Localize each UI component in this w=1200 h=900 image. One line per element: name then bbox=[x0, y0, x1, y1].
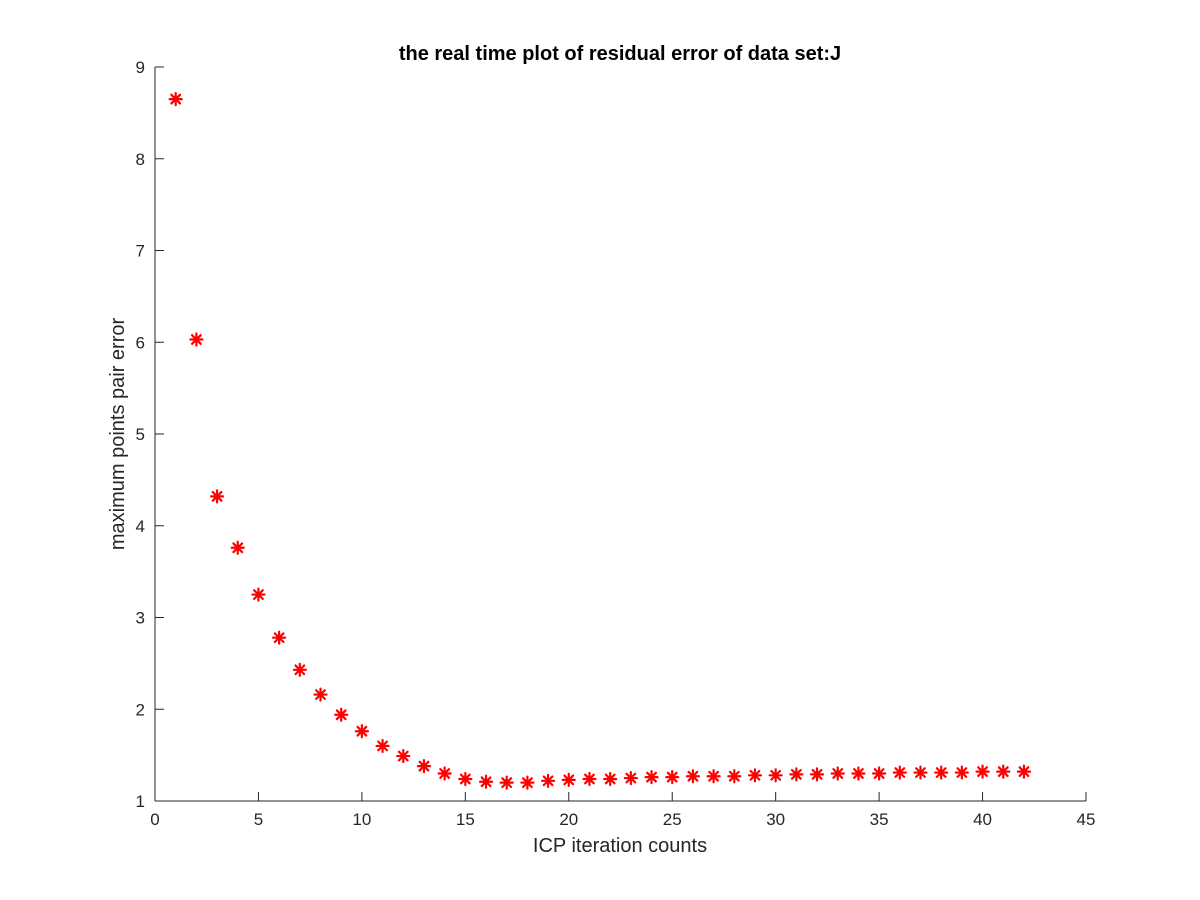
y-tick-label: 8 bbox=[136, 150, 145, 169]
data-point bbox=[892, 765, 907, 780]
y-tick-label: 5 bbox=[136, 425, 145, 444]
chart-title: the real time plot of residual error of … bbox=[399, 43, 841, 65]
x-tick-label: 40 bbox=[973, 810, 992, 829]
data-point bbox=[706, 769, 721, 784]
data-point bbox=[913, 765, 928, 780]
x-tick-label: 15 bbox=[456, 810, 475, 829]
data-point bbox=[1016, 764, 1032, 779]
data-point bbox=[789, 767, 804, 782]
data-point bbox=[189, 332, 204, 347]
data-point bbox=[478, 774, 494, 789]
data-point bbox=[851, 766, 866, 781]
data-points bbox=[168, 92, 1032, 790]
data-point bbox=[272, 630, 287, 645]
data-point bbox=[209, 489, 225, 504]
data-point bbox=[954, 765, 969, 780]
data-point bbox=[313, 687, 328, 702]
data-point bbox=[396, 748, 411, 764]
data-point bbox=[416, 759, 432, 774]
data-point bbox=[830, 766, 845, 781]
y-tick-label: 4 bbox=[136, 517, 145, 536]
data-point bbox=[623, 770, 638, 786]
x-tick-label: 5 bbox=[254, 810, 263, 829]
data-point bbox=[458, 771, 473, 787]
x-tick-label: 0 bbox=[150, 810, 159, 829]
data-point bbox=[603, 771, 618, 787]
x-axis-title: ICP iteration counts bbox=[533, 835, 707, 857]
data-point bbox=[747, 768, 763, 783]
x-tick-label: 20 bbox=[559, 810, 578, 829]
x-tick-label: 35 bbox=[870, 810, 889, 829]
data-point bbox=[499, 775, 514, 790]
data-point bbox=[168, 92, 183, 107]
data-point bbox=[334, 707, 349, 722]
data-point bbox=[292, 662, 307, 677]
x-tick-label: 45 bbox=[1077, 810, 1096, 829]
data-point bbox=[251, 587, 266, 602]
x-tick-label: 30 bbox=[766, 810, 785, 829]
data-point bbox=[375, 738, 390, 754]
data-point bbox=[996, 764, 1011, 779]
x-tick-label: 25 bbox=[663, 810, 682, 829]
data-point bbox=[872, 766, 887, 781]
y-tick-label: 9 bbox=[136, 58, 145, 77]
data-point bbox=[975, 764, 990, 779]
data-point bbox=[685, 769, 701, 784]
y-tick-label: 1 bbox=[136, 792, 145, 811]
y-tick-label: 3 bbox=[136, 609, 145, 628]
data-point bbox=[809, 767, 825, 782]
data-point bbox=[520, 775, 535, 790]
x-tick-label: 10 bbox=[352, 810, 371, 829]
y-tick-label: 7 bbox=[136, 242, 145, 261]
data-point bbox=[644, 770, 659, 785]
data-point bbox=[727, 769, 742, 784]
y-tick-label: 6 bbox=[136, 333, 145, 352]
y-axis-title: maximum points pair error bbox=[107, 318, 129, 551]
data-point bbox=[561, 772, 576, 787]
data-point bbox=[437, 766, 452, 781]
data-point bbox=[934, 765, 949, 780]
data-point bbox=[582, 771, 597, 787]
x-ticks: 0 5 10 15 20 25 30 35 40 45 bbox=[150, 792, 1095, 829]
data-point bbox=[540, 773, 556, 788]
data-point bbox=[665, 770, 680, 785]
data-point bbox=[230, 540, 245, 555]
y-ticks: 1 2 3 4 5 6 7 8 9 bbox=[136, 58, 164, 811]
data-point bbox=[768, 768, 783, 783]
data-point bbox=[354, 724, 369, 739]
y-tick-label: 2 bbox=[136, 700, 145, 719]
axes bbox=[154, 67, 1086, 802]
